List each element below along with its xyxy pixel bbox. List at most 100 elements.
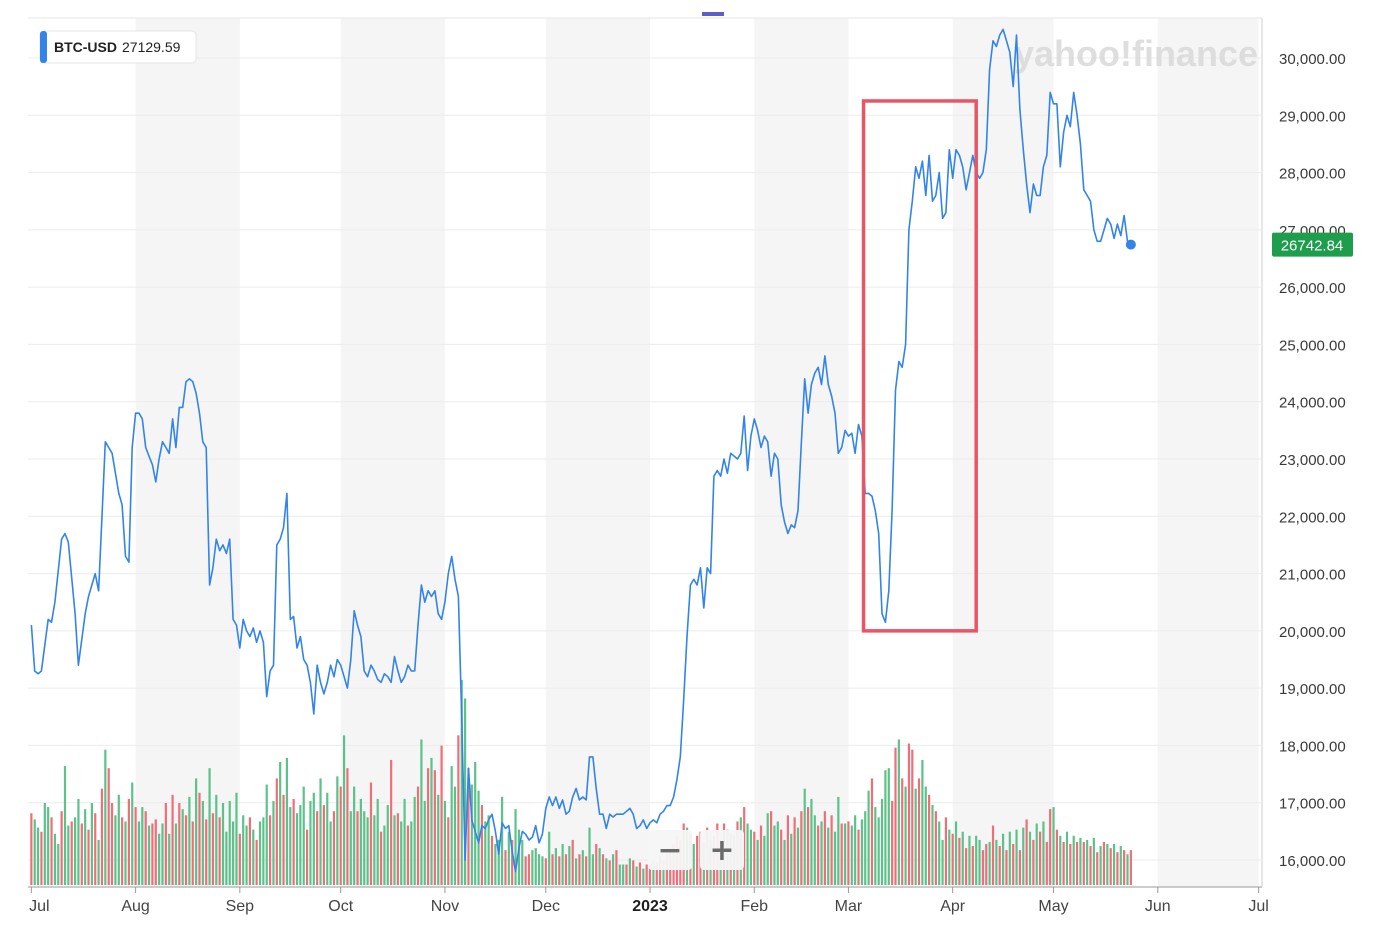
volume-bar — [218, 817, 221, 885]
range-indicator[interactable] — [702, 12, 724, 16]
volume-bar — [470, 784, 473, 885]
volume-bar — [541, 856, 544, 885]
volume-bar — [1001, 833, 1005, 885]
volume-bar — [289, 807, 292, 885]
volume-bar — [773, 825, 776, 885]
volume-bar — [1069, 844, 1072, 885]
y-tick-label: 20,000.00 — [1279, 624, 1346, 641]
volume-bar — [753, 831, 756, 885]
y-tick-label: 23,000.00 — [1279, 452, 1346, 469]
volume-bar — [561, 844, 564, 885]
volume-bar — [161, 823, 164, 885]
volume-bar — [379, 831, 383, 885]
y-tick-label: 22,000.00 — [1279, 509, 1346, 526]
volume-bar — [144, 811, 147, 885]
minus-icon: − — [657, 832, 683, 868]
volume-bar — [242, 815, 245, 885]
volume-bar — [551, 854, 554, 885]
zoom-out-button[interactable]: − — [648, 830, 692, 870]
volume-bar — [326, 792, 329, 885]
volume-bar — [201, 800, 204, 885]
volume-bar — [53, 833, 56, 885]
zoom-in-button[interactable]: + — [700, 830, 744, 870]
volume-bar — [833, 831, 837, 885]
volume-bar — [406, 825, 410, 885]
volume-bar — [1005, 850, 1008, 885]
y-tick-label: 16,000.00 — [1279, 853, 1346, 870]
volume-bar — [944, 817, 948, 885]
volume-bar — [460, 680, 463, 885]
volume-bar — [484, 821, 487, 885]
volume-bar — [168, 833, 171, 885]
volume-bar — [635, 866, 638, 885]
volume-bar — [252, 829, 255, 885]
volume-bar — [329, 821, 332, 885]
volume-bar — [601, 854, 605, 885]
volume-bar — [50, 817, 53, 885]
x-tick-label: Oct — [328, 898, 353, 915]
y-tick-label: 25,000.00 — [1279, 337, 1346, 354]
volume-bar — [363, 811, 366, 885]
volume-bar — [178, 803, 181, 885]
volume-bar — [235, 792, 238, 885]
volume-bar — [605, 858, 608, 885]
volume-bar — [769, 811, 773, 885]
volume-bar — [386, 805, 389, 885]
volume-bar — [500, 796, 504, 885]
volume-bar — [632, 860, 635, 885]
x-tick-label: Aug — [121, 898, 149, 915]
price-line[interactable] — [30, 28, 1132, 873]
last-price-marker — [1125, 239, 1136, 250]
volume-bar — [464, 698, 467, 885]
volume-bar — [991, 825, 995, 885]
volume-bar — [564, 854, 568, 885]
volume-bar — [531, 850, 534, 885]
highlight-box — [861, 99, 978, 633]
volume-bar — [349, 811, 352, 885]
volume-bar — [877, 817, 880, 885]
volume-bar — [975, 835, 978, 885]
volume-bar — [1035, 823, 1038, 885]
volume-bar — [1096, 852, 1099, 885]
volume-bar — [396, 813, 399, 885]
volume-bar — [554, 848, 557, 885]
volume-bar — [696, 835, 699, 885]
volume-bar — [147, 825, 151, 885]
volume-bar — [211, 813, 215, 885]
volume-bar — [981, 850, 985, 885]
volume-bar — [420, 739, 423, 885]
volume-bar — [642, 868, 645, 885]
volume-bar — [309, 800, 312, 885]
volume-bar — [336, 776, 339, 885]
volume-bar — [793, 817, 796, 885]
volume-bar — [440, 745, 443, 885]
volume-bar — [790, 833, 793, 885]
volume-bar — [1075, 841, 1079, 885]
volume-bar — [766, 813, 769, 885]
volume-bar — [1032, 839, 1035, 885]
volume-bar — [611, 854, 615, 885]
volume-bar — [107, 768, 110, 885]
volume-bar — [342, 735, 346, 885]
volume-bar — [215, 794, 218, 885]
volume-bar — [1123, 850, 1126, 885]
volume-bar — [544, 858, 547, 885]
volume-bar — [1015, 829, 1018, 885]
volume-bar — [487, 815, 490, 885]
volume-bar — [1052, 807, 1055, 885]
volume-bar — [1062, 841, 1065, 885]
volume-bar — [427, 768, 430, 885]
volume-bar — [511, 839, 514, 885]
volume-bar — [971, 846, 974, 885]
month-band — [545, 18, 651, 887]
volume-bar — [299, 805, 302, 885]
volume-bar — [884, 770, 887, 885]
ticker-tag[interactable]: BTC-USD 27129.59 — [39, 30, 197, 64]
watermark-layer: yahoo!finance — [1014, 33, 1258, 74]
volume-bar — [467, 768, 470, 885]
y-tick-label: 30,000.00 — [1279, 51, 1346, 68]
volume-bar — [1028, 831, 1032, 885]
volume-bar — [275, 778, 278, 885]
volume-bar — [60, 811, 63, 885]
